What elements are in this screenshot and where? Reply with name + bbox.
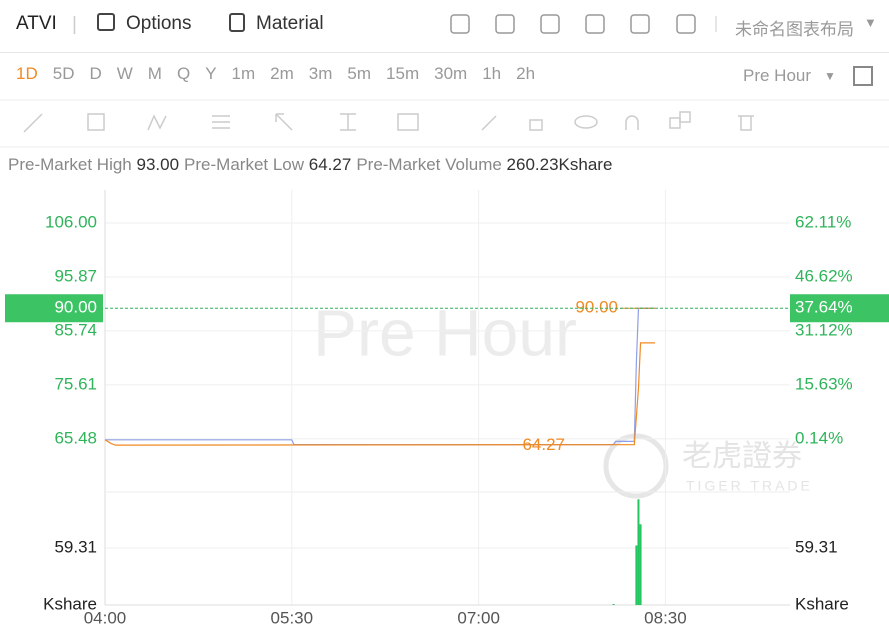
y2-tick-label: 46.62% [795,266,853,285]
timeframe-button[interactable]: 1h [482,64,502,83]
layout-name[interactable]: 未命名图表布局 [735,20,854,39]
timeframe-button[interactable]: 30m [434,64,468,83]
watermark: Pre Hour [313,295,577,369]
volume-tick-label: Kshare [43,594,97,613]
x-tick-label: 05:30 [271,608,314,627]
timeframe-button[interactable]: 1D [16,64,38,83]
timeframe-button[interactable]: 5m [347,64,372,83]
last-pct-box [790,294,889,323]
material-button[interactable]: Material [256,13,324,34]
timeframe-button[interactable]: 2h [516,64,536,83]
x-tick-label: 08:30 [644,608,687,627]
material-icon [229,13,245,32]
timeframe-button[interactable]: Y [205,64,217,83]
toolbar-icon[interactable] [630,14,650,34]
y2-tick-label: 15.63% [795,374,853,393]
toolbar-icon[interactable] [495,14,515,34]
drawing-tools [23,111,754,133]
price-line [105,307,656,446]
low-label: 64.27 [522,435,565,454]
price-line [104,342,656,446]
last-price-box [5,294,103,323]
info-value: 93.00 [136,155,180,174]
volume-tick-label: Kshare [795,594,849,613]
divider: | [72,14,77,35]
volume-bar [612,604,615,605]
y-tick-label: 75.61 [54,374,97,393]
session-select[interactable]: Pre Hour [743,66,812,85]
y-tick-label: 65.48 [54,428,97,447]
timeframe-button[interactable]: Q [176,64,191,83]
info-value: 64.27 [308,155,352,174]
info-bar: Pre-Market High 93.00 Pre-Market Low 64.2… [8,155,617,175]
volume-tick-label: 59.31 [795,537,838,556]
brand-sub: TIGER TRADE [686,478,813,494]
timeframe-button[interactable]: M [147,64,162,83]
info-label: Pre-Market High [8,155,132,174]
info-label: Pre-Market Low [184,155,305,174]
y2-tick-label: 31.12% [795,320,853,339]
toolbar-icon[interactable] [540,14,560,34]
y2-tick-label: 62.11% [795,213,851,232]
options-button[interactable]: Options [126,13,192,34]
toolbar-icon[interactable] [585,14,605,34]
volume-bar [639,524,642,605]
options-icon [97,13,115,31]
x-tick-label: 07:00 [457,608,500,627]
fullscreen-button[interactable] [853,66,873,86]
info-value: 260.23Kshare [506,155,613,174]
timeframe-button[interactable]: 3m [308,64,333,83]
timeframe-button[interactable]: 5D [52,64,75,83]
toolbar-icon[interactable] [676,14,696,34]
dropdown-arrow: ▼ [864,15,877,30]
volume-tick-label: 59.31 [54,537,97,556]
last-price-label: 90.00 [54,298,97,317]
symbol[interactable]: ATVI [16,13,57,34]
last-pct-label: 37.64% [795,298,853,317]
y2-tick-label: 0.14% [795,428,843,447]
top-toolbar: ATVI | Options Material 未命名图表布局 ▼ [0,0,889,53]
y-tick-label: 85.74 [54,320,97,339]
info-label: Pre-Market Volume [356,155,502,174]
dropdown-arrow: ▼ [824,69,836,83]
timeframe-button[interactable]: D [89,64,102,83]
timeframe-button[interactable]: 1m [231,64,256,83]
y-tick-label: 106.00 [45,213,97,232]
volume-bar [637,499,640,605]
brand-name: 老虎證券 [682,440,802,473]
timeframe-button[interactable]: W [116,64,133,83]
volume-bar [635,545,638,605]
brand-logo [603,433,669,499]
timeframe-button[interactable]: 2m [270,64,294,83]
timeframe-button[interactable]: 15m [386,64,420,83]
toolbar-icon[interactable] [450,14,470,34]
y-tick-label: 95.87 [54,266,97,285]
x-tick-label: 04:00 [84,608,127,627]
timeframe-bar: 1D 5D D W M Q Y 1m 2m 3m 5m 15m 30m 1h 2h [16,64,535,84]
high-label: 90.00 [575,298,618,317]
